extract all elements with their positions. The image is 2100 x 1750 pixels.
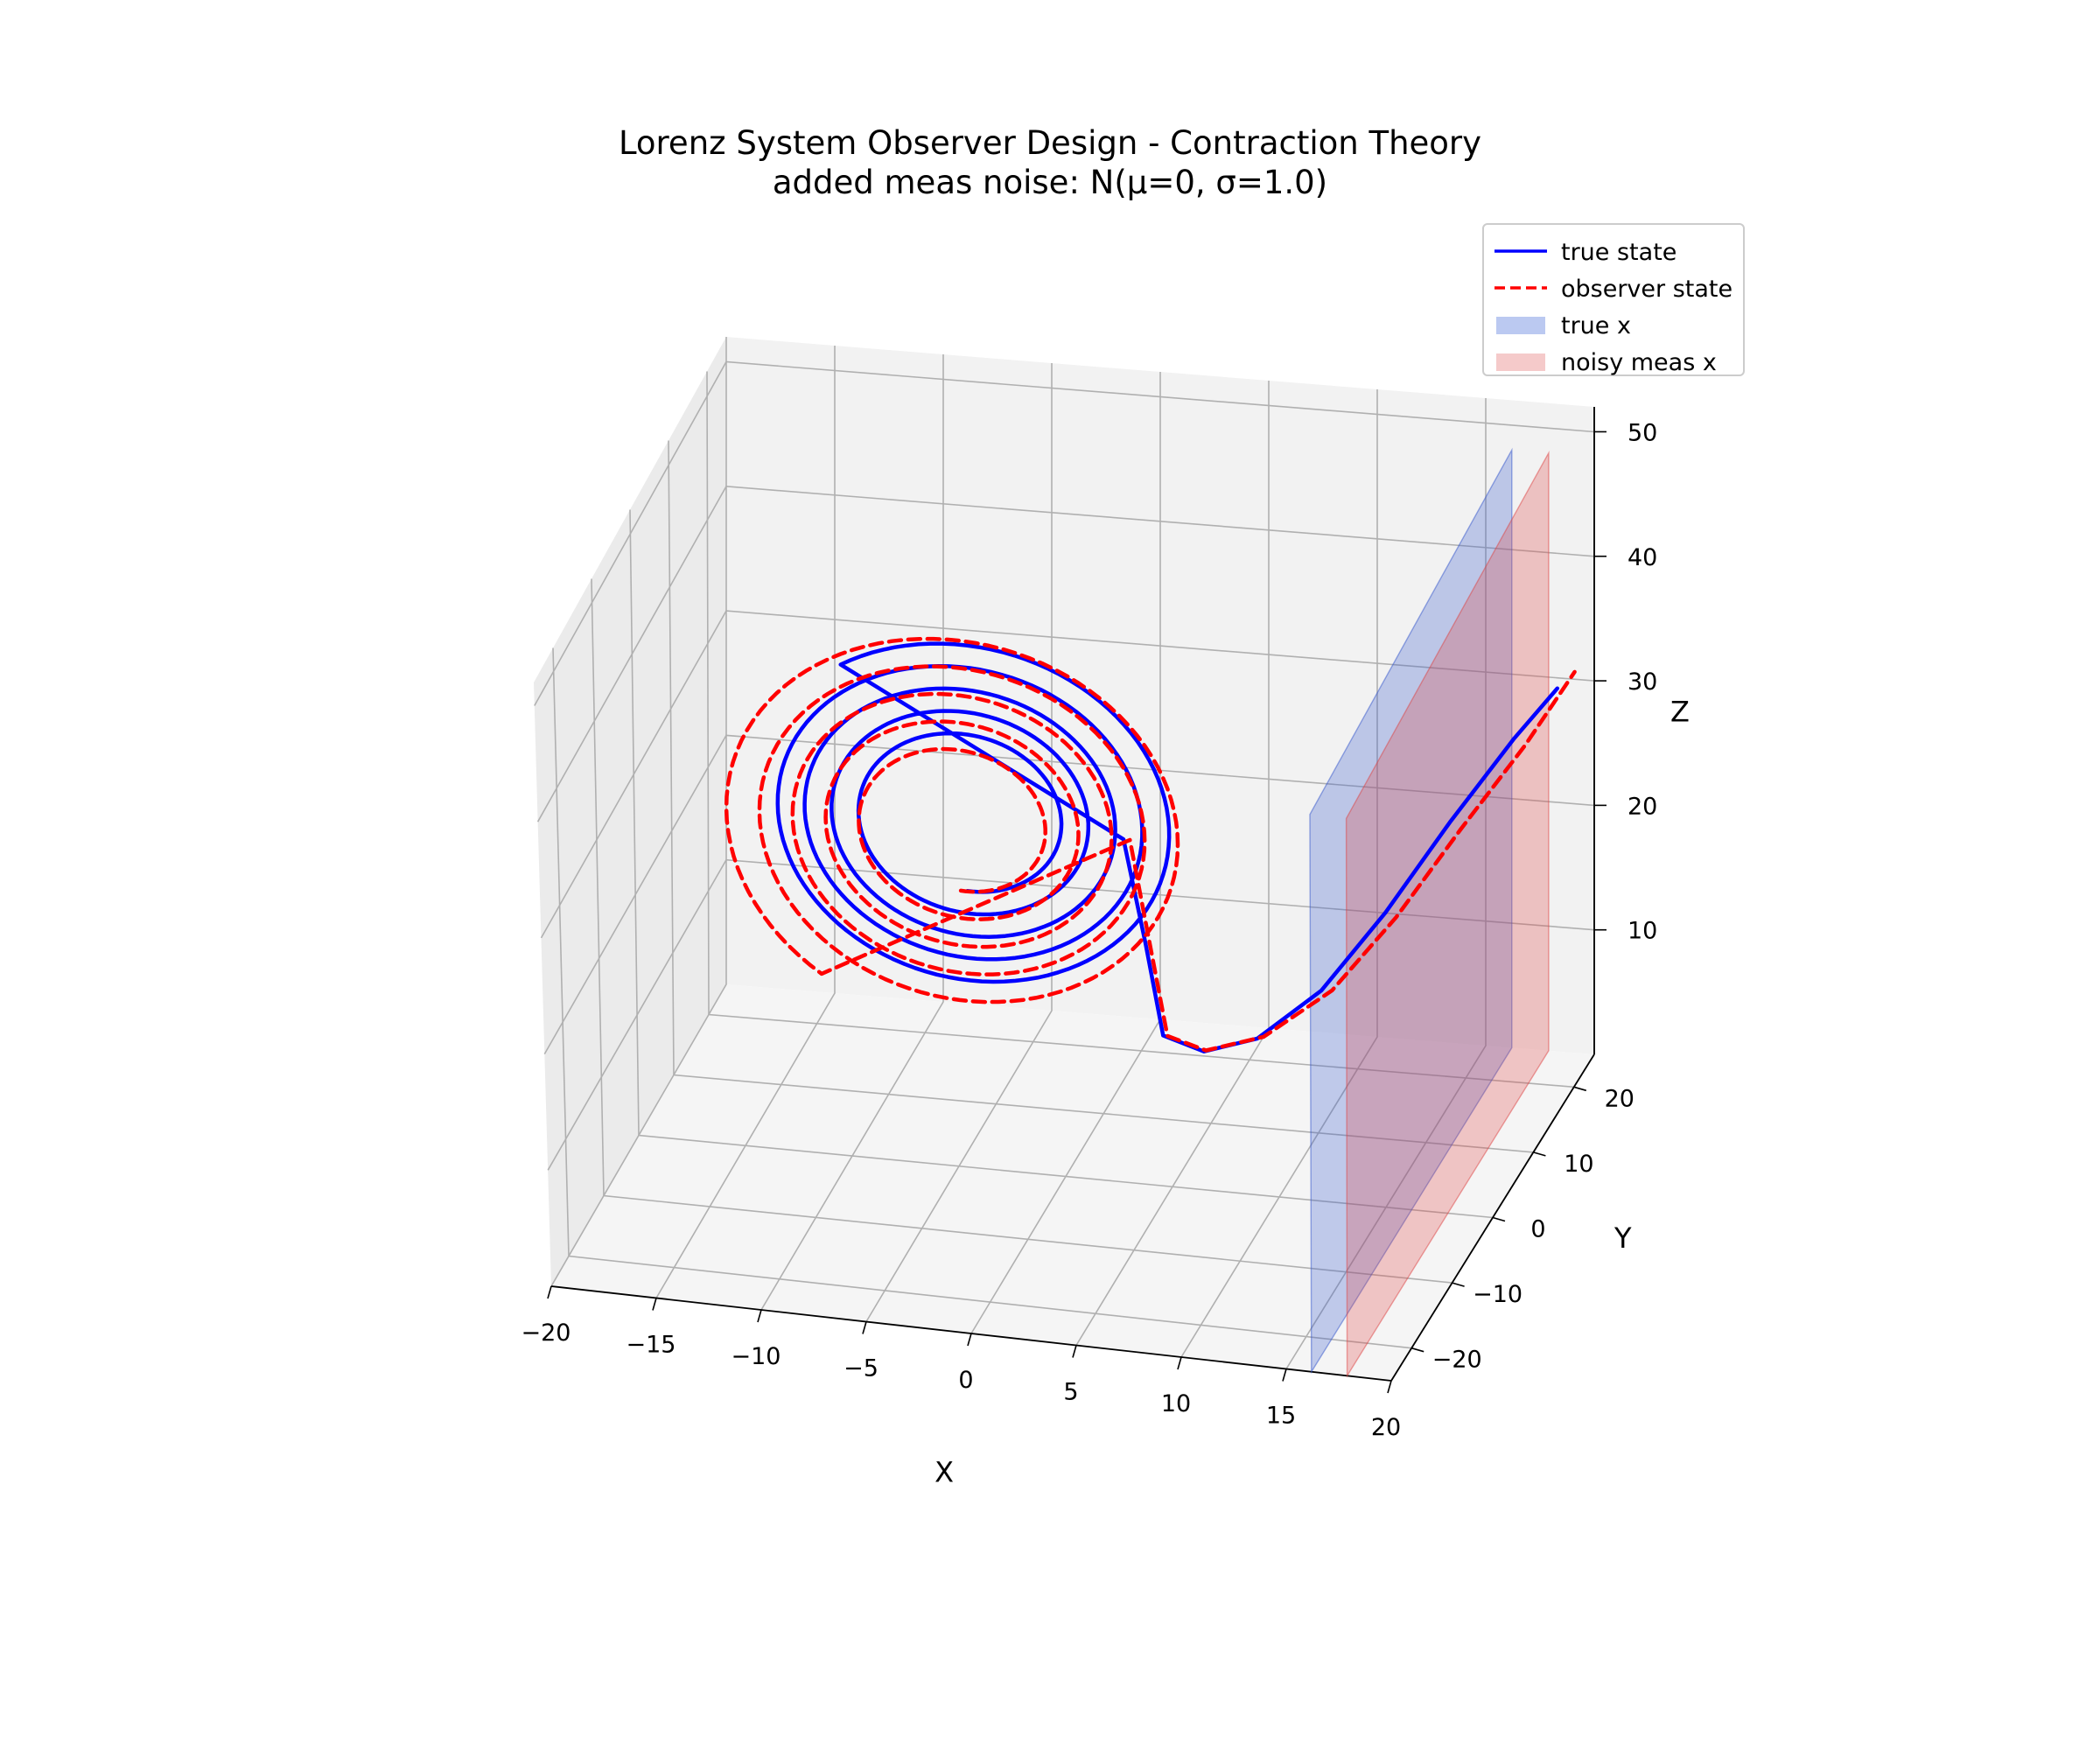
patch-swatch	[1496, 354, 1545, 371]
patch-swatch	[1496, 317, 1545, 334]
x-tick	[862, 1321, 867, 1334]
z-axis-label: Z	[1670, 696, 1690, 729]
y-axis-label: Y	[1614, 1222, 1632, 1255]
series-observer-state	[724, 636, 1577, 1053]
x-tick	[757, 1309, 762, 1323]
grid-line-x	[1180, 389, 1378, 1358]
grid-line-x	[865, 363, 1053, 1322]
y-tick-label: −20	[1432, 1347, 1482, 1374]
grid-line-x	[760, 354, 944, 1311]
y-tick	[1452, 1282, 1465, 1287]
x-tick	[547, 1285, 552, 1299]
grid-line-y	[591, 578, 1452, 1284]
y-tick	[1573, 1086, 1587, 1092]
z-tick-label: 10	[1628, 918, 1657, 945]
grid-line-x	[1285, 398, 1487, 1369]
chart-subtitle: added meas noise: N(μ=0, σ=1.0)	[772, 164, 1328, 201]
x-tick-label: 5	[1063, 1379, 1078, 1406]
legend-label: observer state	[1561, 276, 1733, 303]
x-tick-label: 10	[1161, 1390, 1191, 1418]
x-tick-label: 15	[1266, 1403, 1296, 1430]
floor-pane	[551, 984, 1594, 1381]
x-tick-label: 20	[1371, 1414, 1401, 1441]
y-tick	[1533, 1152, 1546, 1157]
dashed-line-swatch	[1494, 286, 1547, 290]
x-tick-label: −20	[522, 1320, 571, 1347]
legend-item-true-state: true state	[1484, 234, 1743, 269]
grid-line-y	[668, 440, 1534, 1153]
y-tick-label: 0	[1530, 1216, 1545, 1243]
x-tick	[652, 1298, 657, 1311]
grid-line-z	[540, 610, 1595, 939]
legend-item-observer-state: observer state	[1484, 270, 1743, 305]
grid-line-y	[629, 509, 1494, 1219]
legend-item-true-x: true x	[1484, 307, 1743, 342]
tick-marks	[547, 430, 1606, 1394]
grid-line-z	[536, 485, 1595, 822]
legend-label: true x	[1561, 312, 1631, 340]
legend-label: noisy meas x	[1561, 349, 1717, 376]
z-tick-label: 20	[1628, 793, 1657, 820]
legend-label: true state	[1561, 239, 1677, 266]
tick-labels: −20 −15 −10 −5 0 5 10 15 20 −20 −10 0 10 20 10 20 30 40 50	[522, 419, 1658, 1441]
y-tick-label: 20	[1605, 1085, 1634, 1112]
plane-noisy-meas-x	[1345, 450, 1550, 1378]
x-tick-label: 0	[958, 1367, 973, 1394]
x-tick-label: −10	[732, 1343, 781, 1370]
grid-line-x	[550, 337, 727, 1287]
axis-labels: X Y Z	[934, 696, 1690, 1489]
trajectory-series	[724, 636, 1577, 1054]
grid-line-x	[655, 346, 836, 1298]
solid-line-swatch	[1494, 249, 1547, 253]
x-tick	[1282, 1368, 1287, 1382]
grid-line-y	[706, 371, 1574, 1088]
grid-line-z	[543, 734, 1595, 1054]
legend-item-noisy-meas-x: noisy meas x	[1484, 344, 1743, 379]
x-tick	[1177, 1356, 1182, 1370]
legend: true state observer state true x noisy m…	[1482, 223, 1745, 376]
x-axis-label: X	[934, 1456, 954, 1489]
y-tick	[1410, 1347, 1424, 1353]
x-tick	[1072, 1345, 1077, 1358]
z-tick-label: 30	[1628, 668, 1657, 696]
z-tick-label: 40	[1628, 544, 1657, 571]
chart-title: Lorenz System Observer Design - Contract…	[618, 124, 1482, 162]
side-pane	[534, 337, 726, 1286]
grid-line-z	[547, 858, 1595, 1171]
grid-line-z	[534, 360, 1595, 706]
grid-line-y	[552, 648, 1412, 1349]
x-tick	[1387, 1380, 1392, 1394]
y-tick	[1492, 1216, 1506, 1222]
z-tick-label: 50	[1628, 419, 1657, 446]
y-tick-label: 10	[1564, 1151, 1593, 1178]
x-tick-label: −5	[844, 1355, 878, 1382]
x-tick	[967, 1333, 972, 1347]
y-tick-label: −10	[1473, 1281, 1522, 1308]
x-tick-label: −15	[626, 1332, 676, 1359]
